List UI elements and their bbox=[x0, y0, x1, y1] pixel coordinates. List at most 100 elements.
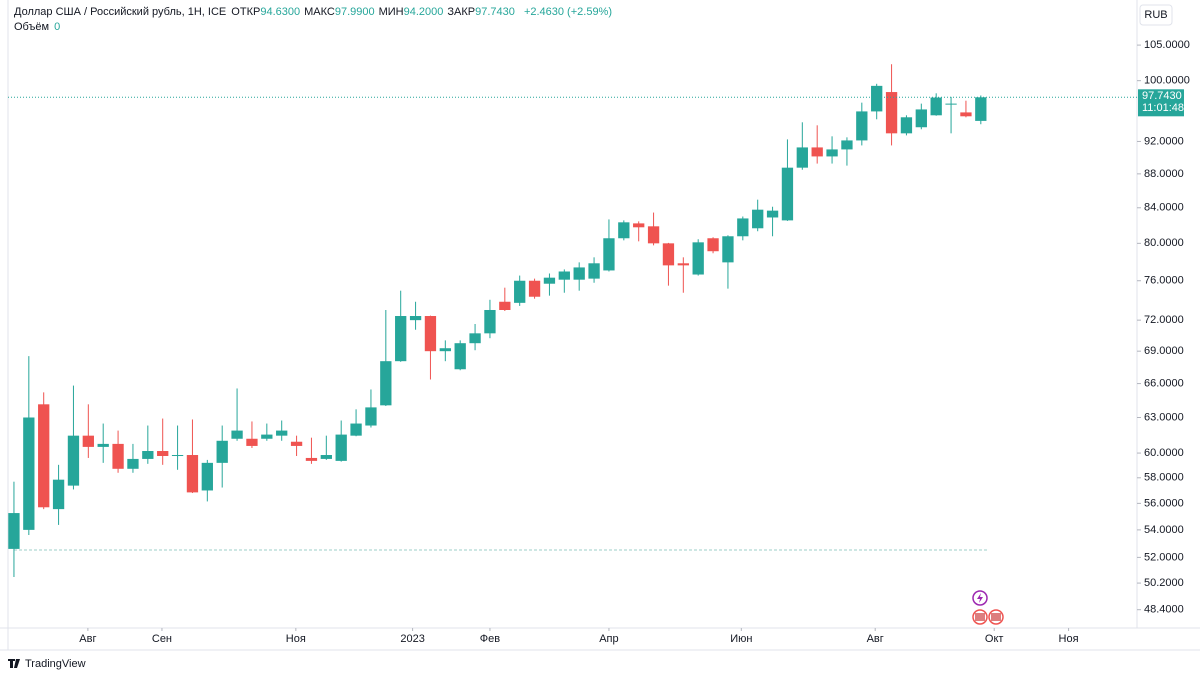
countdown: 11:01:48 bbox=[1142, 102, 1184, 114]
candle-body bbox=[841, 140, 853, 150]
y-tick-label: 52.0000 bbox=[1144, 551, 1184, 563]
candle-body bbox=[142, 451, 154, 459]
candle-body bbox=[826, 149, 838, 157]
y-tick-label: 60.0000 bbox=[1144, 447, 1184, 459]
x-tick-label: Авг bbox=[867, 633, 884, 645]
candle-body bbox=[722, 236, 734, 263]
candle-body bbox=[23, 417, 35, 530]
price-tag bbox=[1138, 89, 1184, 117]
legend-row: Доллар США / Российский рубль, 1Н, ICE О… bbox=[14, 6, 614, 18]
candle-body bbox=[677, 263, 689, 266]
candle-body bbox=[692, 242, 704, 275]
x-tick-label: Ноя bbox=[286, 633, 306, 645]
candle-body bbox=[856, 111, 868, 141]
x-tick-label: Фев bbox=[480, 633, 500, 645]
candle-body bbox=[543, 277, 556, 284]
candle-body bbox=[647, 226, 660, 244]
candle-body bbox=[216, 440, 228, 463]
symbol-title: Доллар США / Российский рубль, 1Н, ICE bbox=[14, 6, 227, 18]
candle-body bbox=[915, 109, 927, 128]
candle-body bbox=[796, 147, 808, 168]
candle-body bbox=[52, 479, 65, 510]
candle-body bbox=[633, 223, 645, 228]
candle-body bbox=[112, 443, 124, 469]
ohlc-value: 97.9900 bbox=[334, 6, 375, 18]
candle-body bbox=[67, 435, 80, 486]
y-tick-label: 88.0000 bbox=[1144, 168, 1184, 180]
candle-body bbox=[82, 435, 94, 447]
y-tick-label: 54.0000 bbox=[1144, 524, 1184, 536]
y-tick-label: 92.0000 bbox=[1144, 135, 1184, 147]
currency[interactable]: RUB bbox=[1144, 9, 1167, 21]
y-tick-label: 84.0000 bbox=[1144, 202, 1184, 214]
y-tick-label: 69.0000 bbox=[1144, 345, 1184, 357]
volume-value: 0 bbox=[54, 21, 61, 33]
candle-body bbox=[127, 458, 139, 469]
ohlc-name: ОТКР bbox=[231, 6, 261, 18]
flag bbox=[975, 613, 985, 621]
candle-body bbox=[871, 85, 883, 112]
y-tick-label: 63.0000 bbox=[1144, 411, 1184, 423]
candle-body bbox=[975, 97, 987, 121]
y-tick-label: 105.0000 bbox=[1144, 39, 1190, 51]
footer[interactable]: TradingView bbox=[25, 658, 86, 670]
ohlc-value: 94.2000 bbox=[403, 6, 444, 18]
ohlc-value: 97.7430 bbox=[475, 6, 515, 18]
y-tick-label: 56.0000 bbox=[1144, 497, 1184, 509]
x-tick-label: Апр bbox=[599, 633, 618, 645]
candle-body bbox=[246, 438, 258, 446]
candle-body bbox=[290, 441, 303, 446]
candle-body bbox=[439, 348, 451, 352]
candle-body bbox=[752, 209, 764, 229]
y-tick-label: 80.0000 bbox=[1144, 237, 1184, 249]
candle-body bbox=[409, 316, 422, 321]
candle-body bbox=[573, 267, 585, 280]
candle-body bbox=[662, 243, 675, 266]
candle-body bbox=[781, 167, 794, 221]
ohlc-value: 94.6300 bbox=[260, 6, 301, 18]
candle-body bbox=[350, 423, 362, 436]
candle-body bbox=[588, 263, 600, 279]
ohlc-name: МИН bbox=[378, 6, 404, 18]
candle-body bbox=[811, 147, 823, 157]
y-tick-label: 100.0000 bbox=[1144, 75, 1190, 87]
candle-body bbox=[335, 434, 347, 461]
ohlc-name: ЗАКР bbox=[447, 6, 476, 18]
candle-body bbox=[900, 117, 913, 134]
y-tick-label: 72.0000 bbox=[1144, 314, 1184, 326]
event-icon-bolt bbox=[977, 593, 983, 603]
y-tick-label: 58.0000 bbox=[1144, 472, 1184, 484]
logo bbox=[8, 659, 20, 668]
candle-body bbox=[97, 443, 109, 447]
candle-body bbox=[231, 430, 243, 439]
currency-button[interactable] bbox=[1139, 4, 1173, 26]
candle-body bbox=[528, 280, 541, 297]
change: +2.4630 (+2.59%) bbox=[523, 6, 613, 18]
x-tick-label: Июн bbox=[730, 633, 752, 645]
candle-body bbox=[603, 238, 615, 271]
candle-body bbox=[186, 455, 199, 493]
y-tick-label: 48.4000 bbox=[1144, 604, 1184, 616]
x-tick-label: Авг bbox=[79, 633, 96, 645]
flag bbox=[991, 613, 1001, 621]
candle-body bbox=[320, 455, 332, 459]
volume-row: Объём 0 bbox=[14, 21, 62, 33]
y-tick-label: 50.2000 bbox=[1144, 577, 1184, 589]
x-tick-label: 2023 bbox=[400, 633, 424, 645]
candle-body bbox=[365, 407, 377, 426]
candle-body bbox=[930, 97, 942, 116]
candle-body bbox=[766, 210, 779, 218]
candle-body bbox=[454, 343, 466, 370]
candle-body bbox=[305, 457, 318, 461]
candle-body bbox=[514, 280, 526, 303]
candle-body bbox=[737, 218, 749, 237]
ohlc-name: МАКС bbox=[304, 6, 335, 18]
candle-body bbox=[469, 333, 481, 344]
x-tick-label: Окт bbox=[985, 633, 1004, 645]
x-tick-label: Ноя bbox=[1059, 633, 1079, 645]
candle-body bbox=[960, 112, 972, 117]
y-tick-label: 66.0000 bbox=[1144, 377, 1184, 389]
candle-body bbox=[484, 309, 496, 334]
